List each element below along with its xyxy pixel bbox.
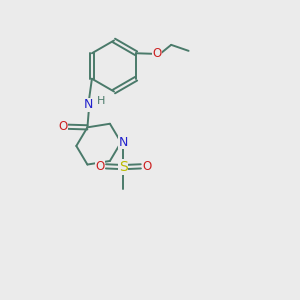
Text: N: N [119,136,128,149]
Text: H: H [97,96,106,106]
Text: N: N [84,98,94,111]
Text: O: O [152,47,162,60]
Text: O: O [58,120,67,133]
Text: O: O [95,160,105,173]
Text: O: O [142,160,152,173]
Text: S: S [119,160,128,174]
